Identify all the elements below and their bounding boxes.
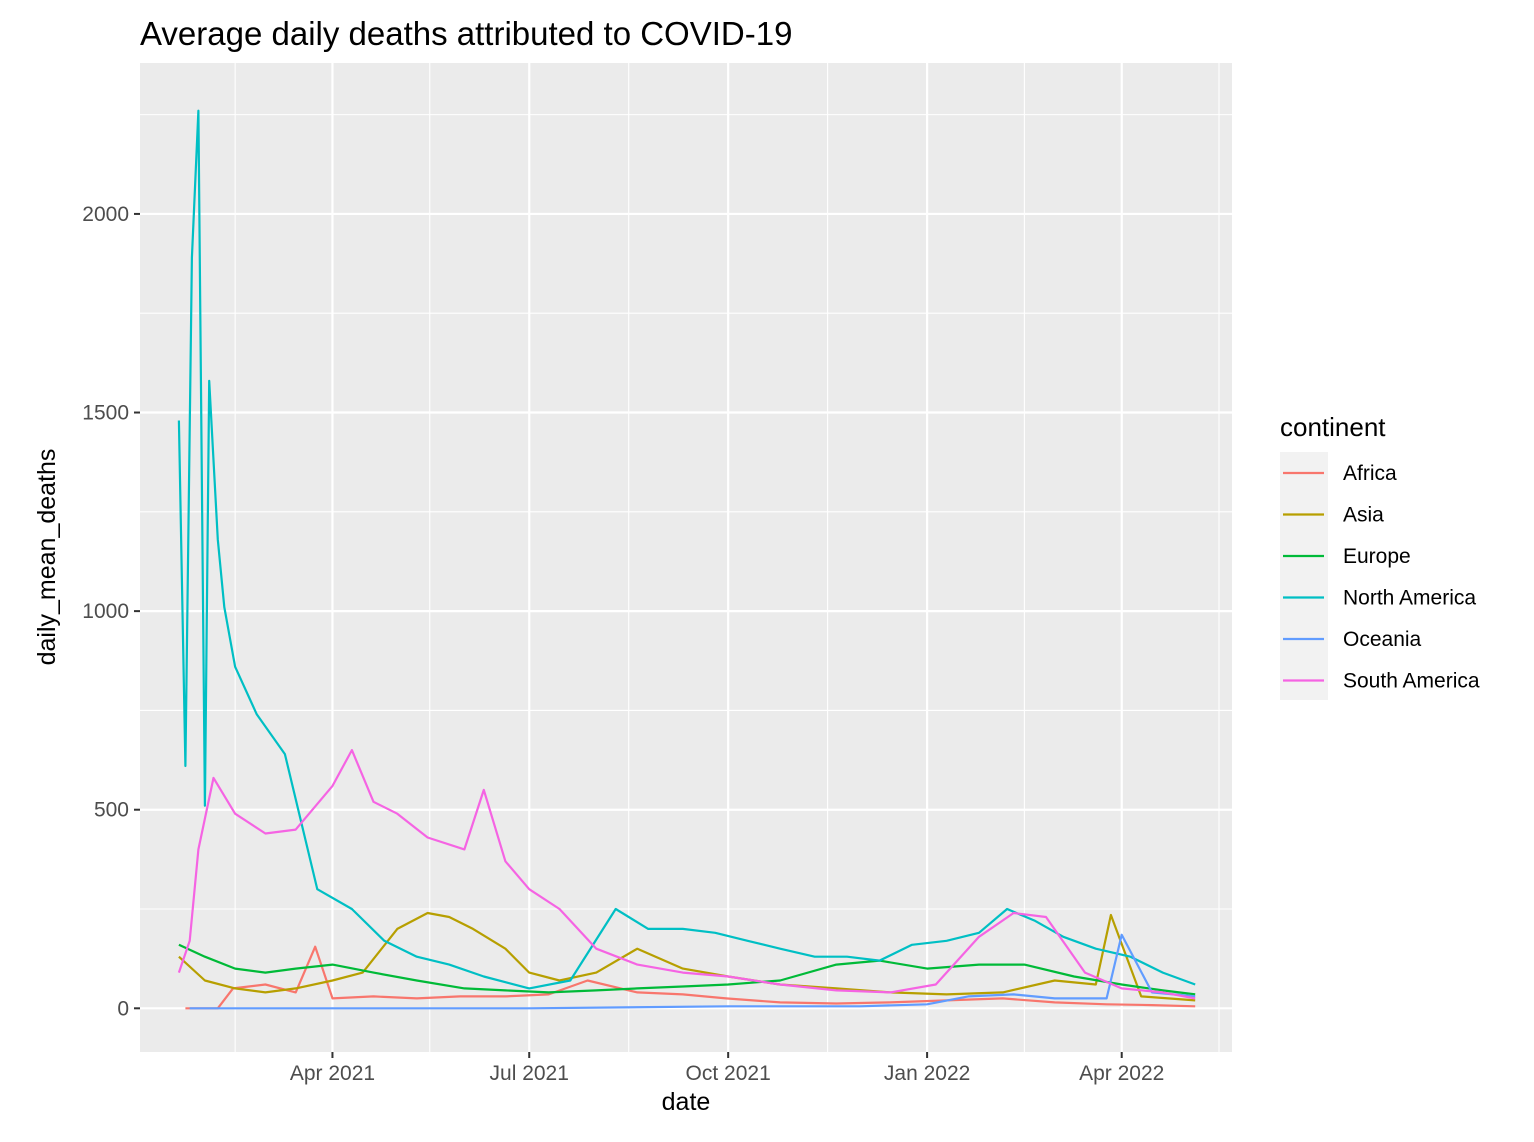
- plot-panel: [140, 63, 1232, 1052]
- x-tick-label: Apr 2021: [290, 1062, 375, 1085]
- series-line-oceania: [189, 933, 1196, 1010]
- y-tick-label: 1000: [82, 600, 129, 623]
- x-axis-title: date: [662, 1088, 711, 1116]
- legend-title: continent: [1280, 412, 1386, 442]
- legend-label-africa: Africa: [1343, 462, 1397, 485]
- y-axis-title: daily_mean_deaths: [33, 449, 61, 666]
- y-axis-ticks: 0 500 1000 1500 2000: [82, 203, 140, 1020]
- legend-label-oceania: Oceania: [1343, 628, 1422, 651]
- y-tick-label: 0: [117, 997, 129, 1020]
- y-tick-label: 500: [94, 799, 129, 822]
- series-line-africa: [185, 945, 1196, 1010]
- legend-key-background: [1280, 452, 1328, 700]
- legend-label-north-america: North America: [1343, 587, 1476, 610]
- legend: continent Africa Asia Europe North America O…: [1280, 412, 1480, 700]
- series-line-asia: [178, 911, 1196, 1002]
- series-line-south-america: [177, 748, 1196, 1000]
- x-tick-label: Jul 2021: [490, 1062, 569, 1085]
- legend-label-south-america: South America: [1343, 670, 1480, 693]
- y-tick-label: 1500: [82, 402, 129, 425]
- minor-gridlines: [140, 63, 1232, 1052]
- x-tick-label: Jan 2022: [884, 1062, 970, 1085]
- x-axis-ticks: Apr 2021 Jul 2021 Oct 2021 Jan 2022 Apr 2022: [290, 1052, 1164, 1085]
- y-tick-label: 2000: [82, 203, 129, 226]
- series-layer: [177, 109, 1196, 1010]
- series-line-europe: [178, 943, 1196, 996]
- x-tick-label: Oct 2021: [686, 1062, 771, 1085]
- legend-label-europe: Europe: [1343, 545, 1411, 568]
- legend-label-asia: Asia: [1343, 504, 1384, 527]
- legend-items: Africa Asia Europe North America Oceania Sout…: [1280, 452, 1480, 700]
- x-tick-label: Apr 2022: [1079, 1062, 1164, 1085]
- chart-title: Average daily deaths attributed to COVID…: [140, 15, 792, 52]
